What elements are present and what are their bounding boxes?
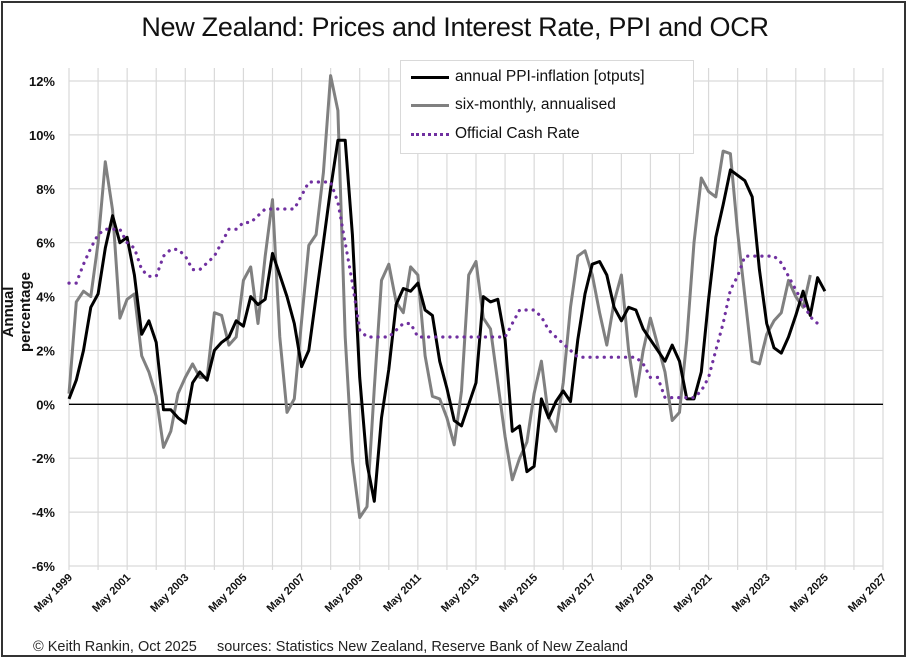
x-tick-label: May 1999	[32, 572, 75, 615]
chart-title: New Zealand: Prices and Interest Rate, P…	[141, 12, 769, 42]
y-axis-ticks: 12% 10% 8% 6% 4% 2% 0% -2% -4% -6%	[29, 74, 55, 574]
legend-item-six-monthly: six-monthly, annualised	[411, 93, 616, 117]
x-tick-label: May 2019	[613, 572, 656, 615]
y-tick-label: -4%	[32, 505, 56, 520]
y-tick-label: 0%	[36, 397, 55, 412]
legend-swatch-ocr	[411, 132, 449, 136]
series-six-monthly-line	[67, 74, 812, 519]
legend-item-ocr: Official Cash Rate	[411, 122, 580, 146]
source-footer: © Keith Rankin, Oct 2025 sources: Statis…	[33, 639, 628, 655]
x-tick-label: May 2021	[672, 572, 715, 615]
y-tick-label: 6%	[36, 236, 55, 251]
y-tick-label: 4%	[36, 290, 55, 305]
x-tick-label: May 2009	[323, 572, 366, 615]
legend-swatch-six-monthly	[411, 103, 449, 107]
y-tick-label: 12%	[29, 74, 55, 89]
y-tick-label: 8%	[36, 182, 55, 197]
x-tick-label: May 2017	[555, 572, 598, 615]
legend-label-ppi-annual: annual PPI-inflation [otputs]	[455, 68, 645, 85]
x-tick-label: May 2015	[497, 572, 540, 615]
series-ppi-annual-line	[67, 138, 827, 503]
x-axis-ticks: May 1999 May 2001 May 2003 May 2005 May 2007…	[32, 572, 889, 615]
x-tick-label: May 2013	[439, 572, 482, 615]
legend-item-ppi-annual: annual PPI-inflation [otputs]	[411, 65, 645, 89]
y-tick-label: 2%	[36, 343, 55, 358]
series-group	[67, 74, 827, 519]
legend-label-ocr: Official Cash Rate	[455, 125, 580, 142]
x-tick-label: May 2025	[788, 572, 831, 615]
y-tick-label: -6%	[32, 559, 56, 574]
x-tick-label: May 2011	[381, 572, 424, 615]
x-tick-label: May 2003	[148, 572, 191, 615]
y-tick-label: 10%	[29, 128, 55, 143]
x-tick-label: May 2027	[846, 572, 889, 615]
series-ocr-line	[67, 180, 820, 400]
x-tick-label: May 2005	[206, 572, 249, 615]
x-tick-label: May 2007	[265, 572, 308, 615]
y-tick-label: -2%	[32, 451, 56, 466]
x-tick-label: May 2023	[730, 572, 773, 615]
legend-swatch-ppi-annual	[411, 75, 449, 79]
legend-label-six-monthly: six-monthly, annualised	[455, 96, 616, 113]
x-tick-label: May 2001	[90, 572, 133, 615]
legend: annual PPI-inflation [otputs] six-monthl…	[400, 60, 694, 154]
